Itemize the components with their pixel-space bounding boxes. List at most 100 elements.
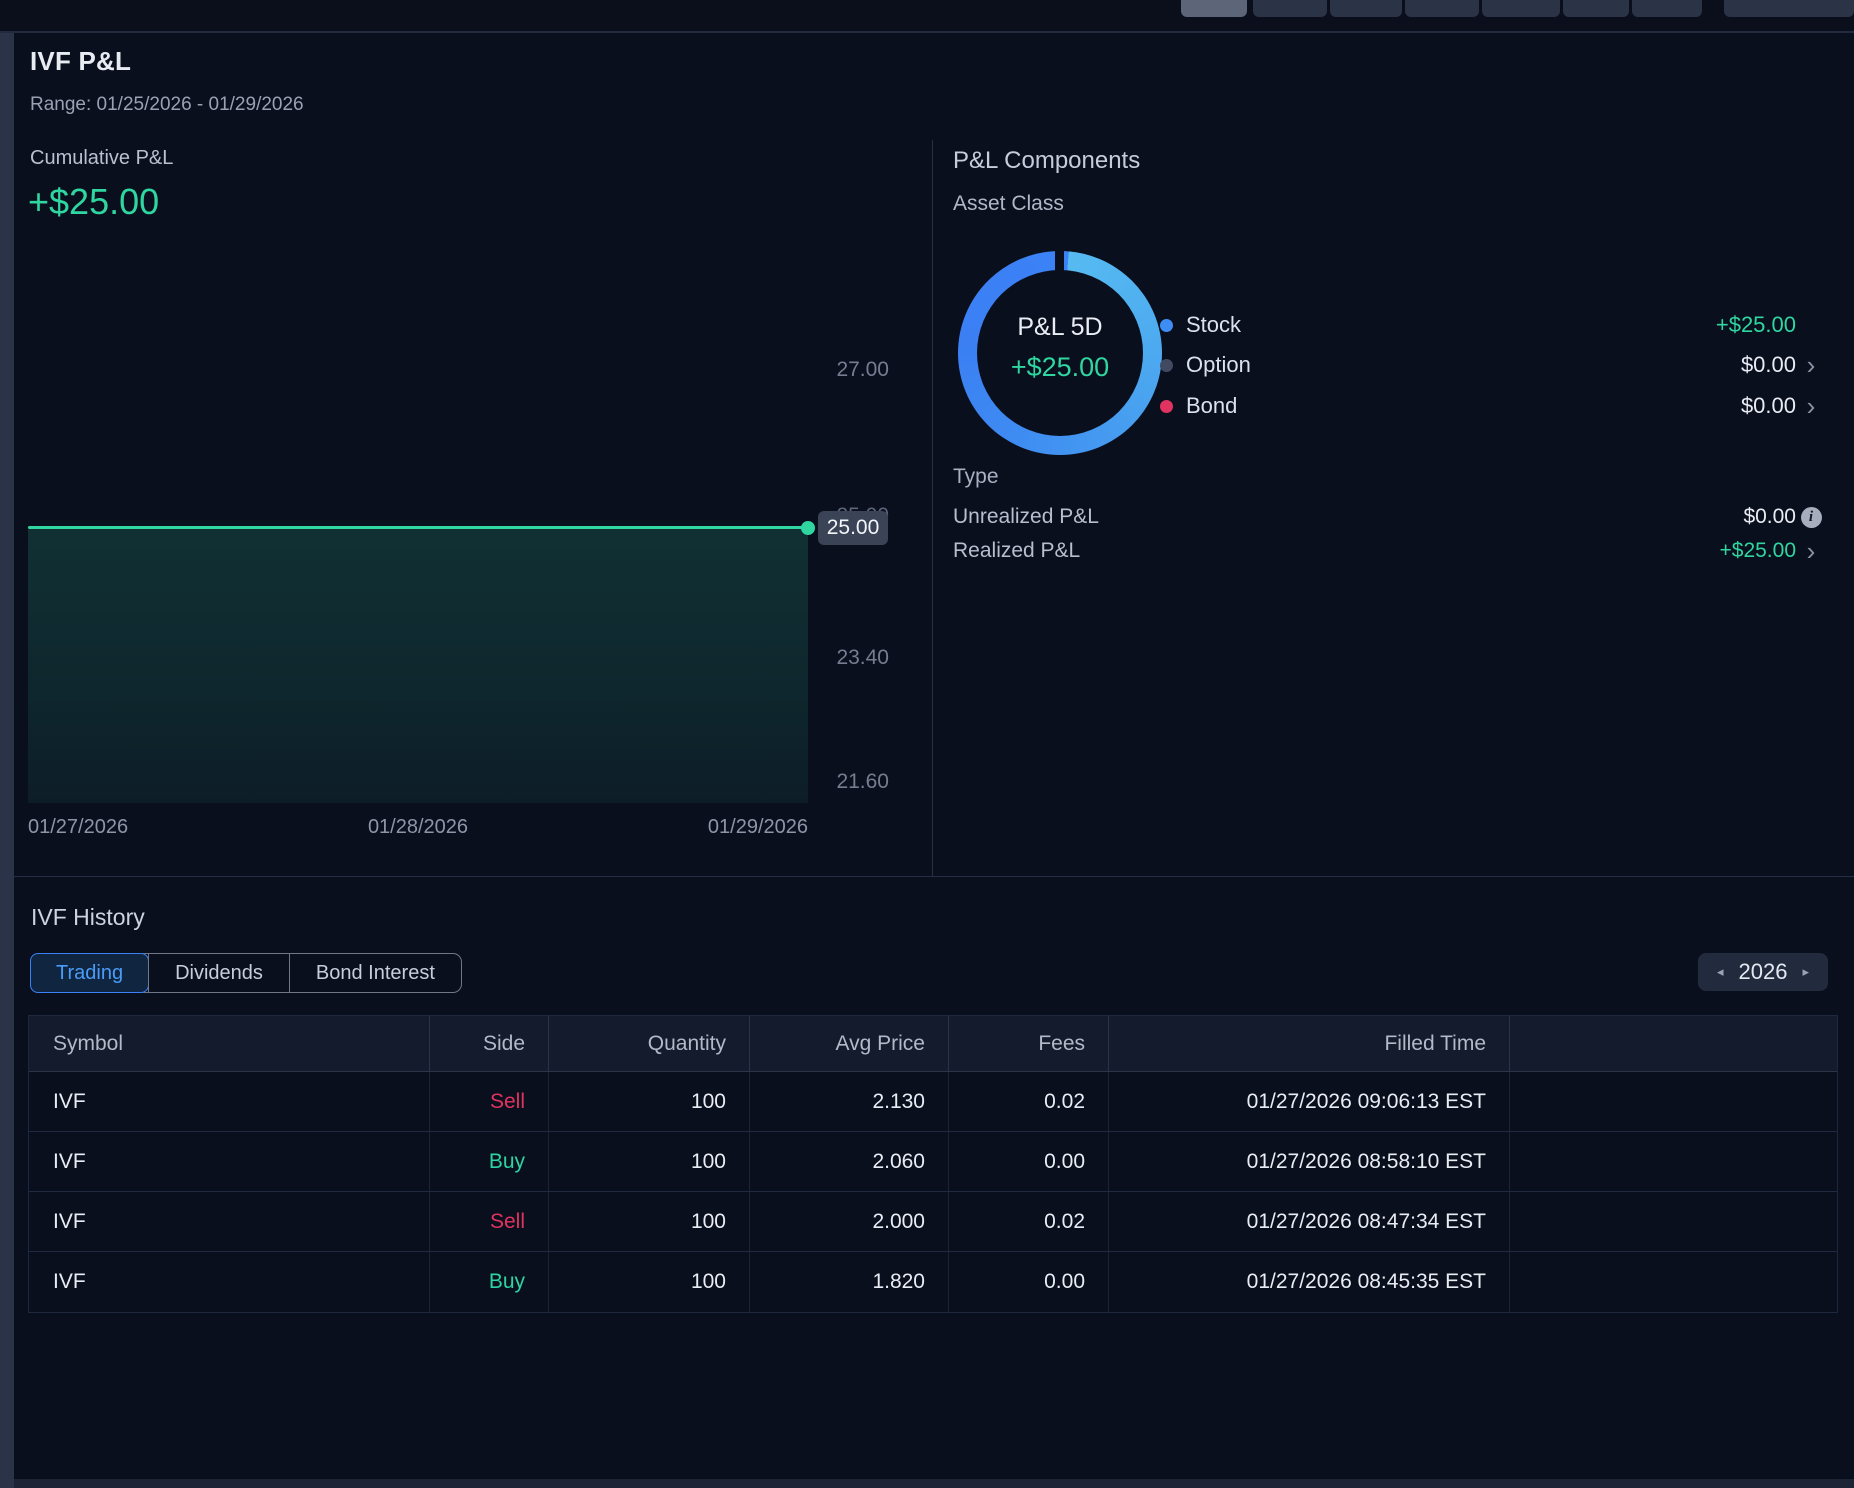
legend-label: Option — [1186, 352, 1251, 377]
chevron-right-icon[interactable]: › — [1806, 350, 1816, 380]
empty-cell — [1509, 1192, 1837, 1251]
tab-trading[interactable]: Trading — [30, 953, 150, 993]
cumulative-pnl-label: Cumulative P&L — [30, 147, 174, 169]
legend-value: $0.00 — [1740, 352, 1796, 377]
tab-dividends[interactable]: Dividends — [148, 954, 289, 992]
legend-row-option[interactable]: Option $0.00 › — [953, 346, 1826, 384]
x-tick: 01/29/2026 — [707, 816, 808, 838]
table-row[interactable]: IVF Buy 100 2.060 0.00 01/27/2026 08:58:… — [29, 1132, 1837, 1192]
table-row[interactable]: IVF Sell 100 2.130 0.02 01/27/2026 09:06… — [29, 1072, 1837, 1132]
unrealized-pnl-label: Unrealized P&L — [953, 505, 1099, 528]
col-header-avg-price[interactable]: Avg Price — [749, 1016, 948, 1071]
col-header-symbol[interactable]: Symbol — [53, 1031, 124, 1055]
fees-cell: 0.00 — [948, 1132, 1108, 1191]
empty-cell — [1509, 1252, 1837, 1312]
chevron-right-icon[interactable]: › — [1806, 391, 1816, 421]
info-icon[interactable]: i — [1796, 506, 1826, 528]
symbol-cell: IVF — [53, 1149, 86, 1173]
trades-table: Symbol Side Quantity Avg Price Fees Fill… — [28, 1015, 1838, 1313]
realized-pnl-value: +$25.00 — [1719, 539, 1797, 562]
browser-tab[interactable] — [1482, 0, 1560, 17]
prev-year-icon[interactable]: ◂ — [1716, 964, 1724, 979]
browser-tab[interactable] — [1330, 0, 1402, 17]
history-title: IVF History — [31, 904, 145, 930]
col-header-empty — [1509, 1016, 1837, 1071]
side-cell: Sell — [429, 1192, 548, 1251]
pnl-line — [28, 526, 808, 529]
avg-price-cell: 2.060 — [749, 1132, 948, 1191]
filled-time-cell: 01/27/2026 08:58:10 EST — [1108, 1132, 1509, 1191]
legend-value: +$25.00 — [1715, 312, 1796, 337]
top-bar — [0, 0, 1854, 33]
left-gutter — [0, 33, 14, 1488]
current-value-badge: 25.00 — [818, 511, 888, 545]
y-tick: 23.40 — [836, 646, 889, 669]
legend-label: Stock — [1186, 312, 1242, 337]
y-tick: 21.60 — [836, 770, 889, 793]
col-header-quantity[interactable]: Quantity — [548, 1016, 749, 1071]
quantity-cell: 100 — [548, 1192, 749, 1251]
unrealized-pnl-row: Unrealized P&L $0.00 i — [953, 501, 1826, 533]
side-cell: Sell — [429, 1072, 548, 1131]
vertical-divider — [932, 140, 933, 876]
asset-class-label: Asset Class — [953, 192, 1064, 215]
realized-pnl-label: Realized P&L — [953, 539, 1081, 562]
chevron-right-icon[interactable]: › — [1806, 536, 1816, 566]
pnl-components-title: P&L Components — [953, 147, 1141, 174]
browser-tab[interactable] — [1563, 0, 1629, 17]
browser-tab[interactable] — [1253, 0, 1327, 17]
section-divider — [14, 876, 1854, 877]
fees-cell: 0.02 — [948, 1192, 1108, 1251]
stock-dot-icon — [1160, 318, 1173, 332]
browser-tab[interactable] — [1405, 0, 1479, 17]
quantity-cell: 100 — [548, 1132, 749, 1191]
unrealized-pnl-value: $0.00 — [1743, 505, 1796, 528]
horizontal-scrollbar-track[interactable] — [14, 1479, 1854, 1488]
browser-tab-active[interactable] — [1181, 0, 1247, 17]
filled-time-cell: 01/27/2026 09:06:13 EST — [1108, 1072, 1509, 1131]
donut-center-label: P&L 5D — [1017, 313, 1103, 341]
date-range: Range: 01/25/2026 - 01/29/2026 — [30, 94, 304, 115]
page-title: IVF P&L — [30, 46, 132, 76]
symbol-cell: IVF — [53, 1209, 86, 1233]
table-row[interactable]: IVF Buy 100 1.820 0.00 01/27/2026 08:45:… — [29, 1252, 1837, 1312]
history-tab-group: Trading Dividends Bond Interest — [30, 953, 462, 993]
col-header-fees[interactable]: Fees — [948, 1016, 1108, 1071]
symbol-cell: IVF — [53, 1089, 86, 1113]
realized-pnl-row[interactable]: Realized P&L +$25.00 › — [953, 535, 1826, 567]
x-tick: 01/28/2026 — [367, 816, 469, 838]
fees-cell: 0.00 — [948, 1252, 1108, 1312]
side-cell: Buy — [429, 1252, 548, 1312]
avg-price-cell: 2.000 — [749, 1192, 948, 1251]
quantity-cell: 100 — [548, 1072, 749, 1131]
type-section-label: Type — [953, 465, 999, 488]
donut-hole — [977, 270, 1143, 436]
tab-bond-interest[interactable]: Bond Interest — [288, 954, 461, 992]
cumulative-pnl-value: +$25.00 — [28, 181, 160, 222]
table-row[interactable]: IVF Sell 100 2.000 0.02 01/27/2026 08:47… — [29, 1192, 1837, 1252]
col-header-filled-time[interactable]: Filled Time — [1108, 1016, 1509, 1071]
browser-tab[interactable] — [1632, 0, 1702, 17]
next-year-icon[interactable]: ▸ — [1802, 964, 1809, 979]
table-header-row: Symbol Side Quantity Avg Price Fees Fill… — [29, 1016, 1837, 1072]
bond-dot-icon — [1160, 399, 1173, 413]
y-tick: 27.00 — [836, 358, 889, 381]
symbol-cell: IVF — [53, 1270, 86, 1293]
pnl-endpoint-dot — [801, 521, 815, 535]
option-dot-icon — [1160, 358, 1173, 372]
x-tick: 01/27/2026 — [28, 816, 129, 838]
legend-label: Bond — [1186, 393, 1238, 418]
browser-tab[interactable] — [1724, 0, 1854, 17]
quantity-cell: 100 — [548, 1252, 749, 1312]
avg-price-cell: 1.820 — [749, 1252, 948, 1312]
filled-time-cell: 01/27/2026 08:47:34 EST — [1108, 1192, 1509, 1251]
legend-row-bond[interactable]: Bond $0.00 › — [953, 387, 1826, 425]
fees-cell: 0.02 — [948, 1072, 1108, 1131]
avg-price-cell: 2.130 — [749, 1072, 948, 1131]
pnl-area-fill — [28, 529, 808, 803]
side-cell: Buy — [429, 1132, 548, 1191]
empty-cell — [1509, 1072, 1837, 1131]
empty-cell — [1509, 1132, 1837, 1191]
donut-gap — [1055, 249, 1064, 273]
col-header-side[interactable]: Side — [429, 1016, 548, 1071]
